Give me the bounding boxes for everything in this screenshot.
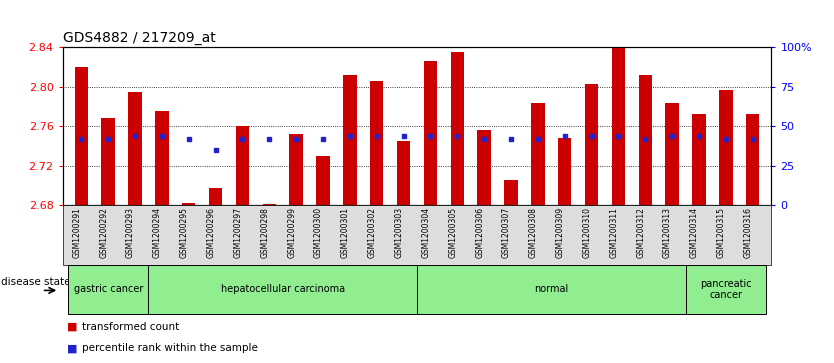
Bar — [531, 103, 545, 205]
Text: GSM1200292: GSM1200292 — [99, 207, 108, 258]
Text: hepatocellular carcinoma: hepatocellular carcinoma — [221, 285, 344, 294]
Bar — [316, 156, 329, 205]
Text: ■: ■ — [67, 343, 78, 354]
Bar — [639, 75, 652, 205]
Text: GSM1200304: GSM1200304 — [421, 207, 430, 258]
Text: GSM1200302: GSM1200302 — [368, 207, 377, 258]
Bar — [585, 84, 598, 205]
Text: GSM1200305: GSM1200305 — [449, 207, 457, 258]
Text: gastric cancer: gastric cancer — [73, 285, 143, 294]
Text: GSM1200307: GSM1200307 — [502, 207, 511, 258]
Bar — [397, 141, 410, 205]
Text: disease state: disease state — [1, 277, 70, 287]
Bar — [236, 126, 249, 205]
Text: GSM1200300: GSM1200300 — [314, 207, 323, 258]
Text: GSM1200293: GSM1200293 — [126, 207, 135, 258]
Text: ■: ■ — [67, 322, 78, 332]
Text: GSM1200296: GSM1200296 — [207, 207, 216, 258]
Bar — [746, 114, 760, 205]
Bar — [424, 61, 437, 205]
Bar — [666, 103, 679, 205]
Bar — [102, 118, 115, 205]
Text: GSM1200298: GSM1200298 — [260, 207, 269, 258]
Bar — [208, 188, 223, 205]
Text: GSM1200314: GSM1200314 — [690, 207, 699, 258]
Bar — [558, 138, 571, 205]
Bar — [477, 130, 491, 205]
Text: GSM1200312: GSM1200312 — [636, 207, 646, 258]
Text: GSM1200313: GSM1200313 — [663, 207, 672, 258]
Bar — [289, 134, 303, 205]
Text: GSM1200295: GSM1200295 — [180, 207, 188, 258]
Bar — [719, 90, 732, 205]
Bar — [450, 52, 464, 205]
Text: GSM1200308: GSM1200308 — [529, 207, 538, 258]
Text: normal: normal — [534, 285, 569, 294]
Text: GSM1200309: GSM1200309 — [555, 207, 565, 258]
Bar — [692, 114, 706, 205]
Text: GSM1200316: GSM1200316 — [744, 207, 752, 258]
Text: GSM1200297: GSM1200297 — [234, 207, 243, 258]
Text: transformed count: transformed count — [82, 322, 179, 332]
Text: GSM1200310: GSM1200310 — [582, 207, 591, 258]
Text: GSM1200299: GSM1200299 — [287, 207, 296, 258]
Text: pancreatic
cancer: pancreatic cancer — [700, 279, 751, 300]
Text: percentile rank within the sample: percentile rank within the sample — [82, 343, 258, 354]
Text: GSM1200311: GSM1200311 — [610, 207, 618, 258]
Text: GSM1200291: GSM1200291 — [73, 207, 82, 258]
Bar — [182, 203, 195, 205]
Bar — [505, 180, 518, 205]
Bar — [155, 111, 168, 205]
Text: GSM1200303: GSM1200303 — [394, 207, 404, 258]
Text: GSM1200315: GSM1200315 — [716, 207, 726, 258]
Text: GSM1200301: GSM1200301 — [341, 207, 350, 258]
Text: GSM1200306: GSM1200306 — [475, 207, 484, 258]
Bar — [343, 75, 357, 205]
Bar — [370, 81, 384, 205]
Bar — [128, 91, 142, 205]
Bar — [74, 67, 88, 205]
Bar — [263, 204, 276, 205]
Bar — [611, 47, 626, 205]
Text: GDS4882 / 217209_at: GDS4882 / 217209_at — [63, 31, 215, 45]
Text: GSM1200294: GSM1200294 — [153, 207, 162, 258]
